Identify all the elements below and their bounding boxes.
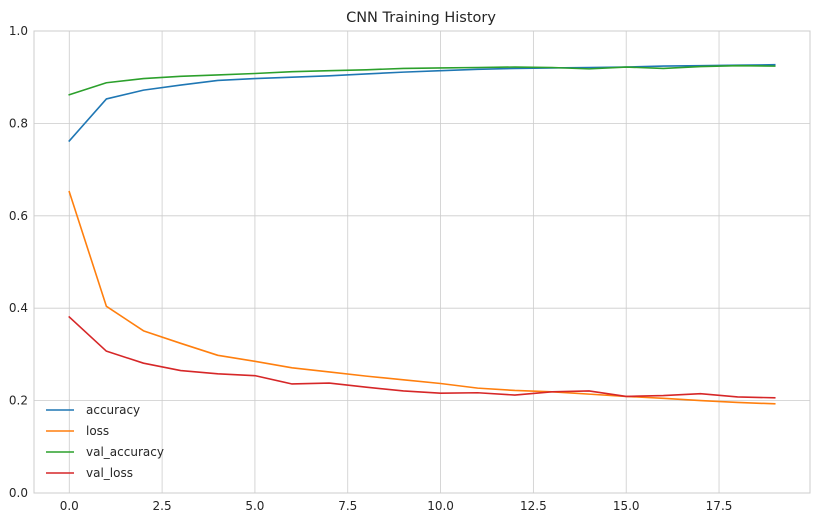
y-tick-labels: 0.0 0.2 0.4 0.6 0.8 1.0 (9, 24, 28, 500)
y-tick-label: 1.0 (9, 24, 28, 38)
y-tick-label: 0.8 (9, 116, 28, 130)
legend-label-accuracy: accuracy (86, 403, 140, 417)
legend-label-val-accuracy: val_accuracy (86, 445, 164, 459)
legend: accuracy loss val_accuracy val_loss (46, 403, 164, 480)
x-tick-label: 17.5 (706, 499, 733, 513)
x-tick-label: 15.0 (613, 499, 640, 513)
series-line-val-loss (68, 315, 776, 399)
legend-label-val-loss: val_loss (86, 466, 133, 480)
x-tick-labels: 0.0 2.5 5.0 7.5 10.0 12.5 15.0 17.5 (60, 499, 733, 513)
series-layer (68, 63, 776, 405)
x-tick-label: 0.0 (60, 499, 79, 513)
series-line-accuracy (68, 63, 776, 143)
x-tick-label: 5.0 (245, 499, 264, 513)
y-tick-label: 0.6 (9, 209, 28, 223)
axes-border (33, 30, 811, 494)
x-tick-label: 2.5 (153, 499, 172, 513)
series-line-val-accuracy (68, 64, 776, 96)
y-tick-label: 0.0 (9, 486, 28, 500)
axes-frame (33, 30, 811, 494)
x-tick-label: 7.5 (338, 499, 357, 513)
series-line-loss (68, 190, 776, 405)
y-tick-label: 0.2 (9, 394, 28, 408)
x-tick-label: 12.5 (520, 499, 547, 513)
x-tick-label: 10.0 (427, 499, 454, 513)
chart-title: CNN Training History (346, 10, 496, 26)
y-tick-label: 0.4 (9, 301, 28, 315)
legend-label-loss: loss (86, 424, 109, 438)
